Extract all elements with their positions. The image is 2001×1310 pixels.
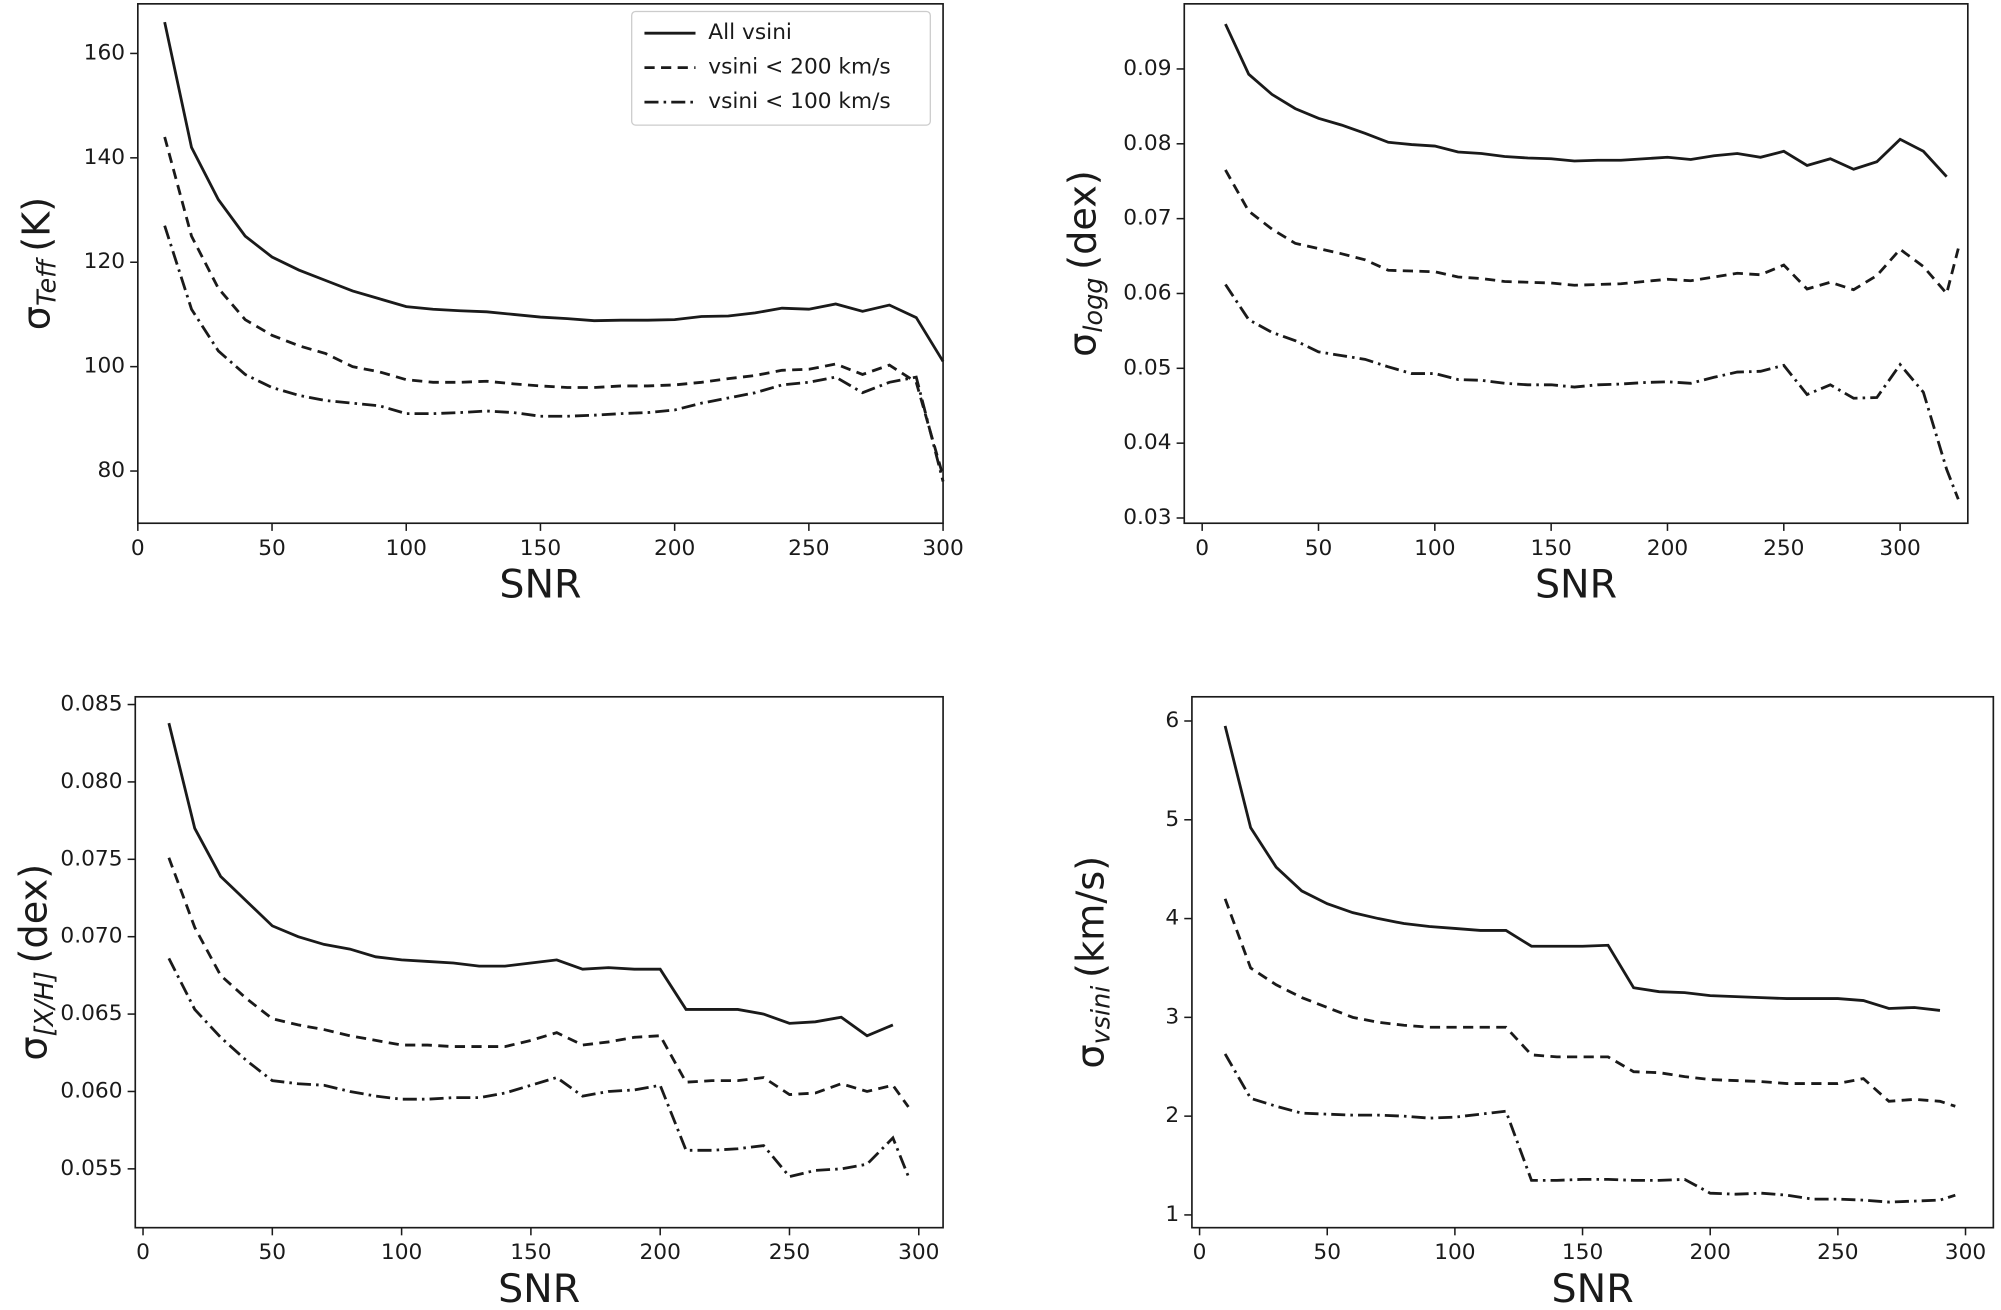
y-tick-label: 120 bbox=[84, 249, 125, 274]
series-line bbox=[167, 857, 910, 1108]
y-tick-label: 4 bbox=[1165, 906, 1179, 931]
series-line bbox=[163, 225, 945, 482]
y-tick-label: 2 bbox=[1165, 1103, 1179, 1128]
y-tick-label: 0.07 bbox=[1123, 206, 1171, 231]
x-tick-label: 0 bbox=[1195, 536, 1209, 561]
series-line bbox=[1224, 23, 1948, 178]
y-label-subscript: logg bbox=[1079, 278, 1109, 333]
y-tick-label: 0.080 bbox=[60, 769, 122, 794]
y-axis-label: σTeff (K) bbox=[14, 197, 63, 330]
subplot: 0 50 100 150 200 250 300 0.03 0.04 0.05 0.06 0.07 0.… bbox=[1060, 3, 1969, 608]
series-line bbox=[167, 722, 894, 1038]
y-label-symbol: σ bbox=[1060, 333, 1105, 357]
x-tick-label: 300 bbox=[922, 536, 963, 561]
x-tick-label: 200 bbox=[654, 536, 695, 561]
x-axis-label: SNR bbox=[1552, 1266, 1634, 1310]
y-tick-label: 0.09 bbox=[1123, 56, 1171, 81]
legend-label: All vsini bbox=[708, 20, 792, 45]
x-tick-label: 50 bbox=[1313, 1240, 1341, 1265]
subplot: 0 50 100 150 200 250 300 0.055 0.060 0.065 0.070 0.… bbox=[11, 692, 944, 1310]
y-tick-label: 0.075 bbox=[60, 846, 122, 871]
legend-box bbox=[631, 10, 931, 126]
y-tick-label: 0.08 bbox=[1123, 131, 1171, 156]
x-tick-label: 300 bbox=[898, 1240, 939, 1265]
series-line bbox=[1223, 725, 1941, 1012]
series-line bbox=[1224, 169, 1960, 297]
y-tick-label: 140 bbox=[84, 145, 125, 170]
y-label-symbol: σ bbox=[11, 1036, 56, 1060]
x-tick-label: 150 bbox=[1562, 1240, 1603, 1265]
y-label-subscript: vsini bbox=[1087, 986, 1117, 1045]
y-label-unit: (dex) bbox=[11, 864, 56, 964]
y-tick-label: 0.055 bbox=[60, 1156, 122, 1181]
y-label-unit: (dex) bbox=[1060, 170, 1105, 270]
x-axis-label: SNR bbox=[498, 1266, 580, 1310]
y-tick-label: 6 bbox=[1165, 708, 1179, 733]
x-tick-label: 150 bbox=[510, 1240, 551, 1265]
series-line bbox=[163, 21, 945, 363]
x-tick-label: 50 bbox=[259, 1240, 287, 1265]
y-label-symbol: σ bbox=[14, 306, 59, 330]
x-axis-label: SNR bbox=[1535, 562, 1617, 608]
series-line bbox=[1224, 283, 1960, 500]
plot-frame bbox=[1183, 3, 1969, 525]
x-tick-label: 300 bbox=[1945, 1240, 1986, 1265]
y-tick-label: 160 bbox=[84, 40, 125, 65]
legend-label: vsini < 100 km/s bbox=[708, 89, 890, 114]
y-label-subscript: Teff bbox=[32, 257, 62, 306]
x-tick-label: 50 bbox=[1305, 536, 1333, 561]
series-line bbox=[163, 136, 945, 477]
x-axis-label: SNR bbox=[499, 562, 581, 608]
y-tick-label: 0.04 bbox=[1123, 430, 1171, 455]
y-tick-label: 80 bbox=[97, 458, 125, 483]
y-tick-label: 100 bbox=[84, 354, 125, 379]
x-tick-label: 100 bbox=[1434, 1240, 1475, 1265]
y-axis-label: σ[X/H] (dex) bbox=[11, 864, 60, 1061]
x-tick-label: 250 bbox=[1817, 1240, 1858, 1265]
x-tick-label: 300 bbox=[1879, 536, 1920, 561]
x-tick-label: 0 bbox=[1193, 1240, 1207, 1265]
x-tick-label: 50 bbox=[258, 536, 286, 561]
y-label-unit: (km/s) bbox=[1068, 856, 1113, 978]
x-tick-label: 250 bbox=[1763, 536, 1804, 561]
y-tick-label: 0.05 bbox=[1123, 355, 1171, 380]
y-label-unit: (K) bbox=[14, 197, 59, 252]
x-tick-label: 100 bbox=[1414, 536, 1455, 561]
x-tick-label: 0 bbox=[131, 536, 145, 561]
y-tick-label: 0.03 bbox=[1123, 505, 1171, 530]
legend-label: vsini < 200 km/s bbox=[708, 55, 890, 80]
x-tick-label: 200 bbox=[1690, 1240, 1731, 1265]
x-tick-label: 100 bbox=[381, 1240, 422, 1265]
y-tick-label: 1 bbox=[1165, 1202, 1179, 1227]
x-tick-label: 250 bbox=[769, 1240, 810, 1265]
y-tick-label: 3 bbox=[1165, 1004, 1179, 1029]
y-tick-label: 0.085 bbox=[60, 692, 122, 717]
y-axis-label: σvsini (km/s) bbox=[1068, 856, 1117, 1069]
x-tick-label: 150 bbox=[520, 536, 561, 561]
y-tick-label: 0.070 bbox=[60, 924, 122, 949]
subplot: 0 50 100 150 200 250 300 80 100 120 140 160 SNR σTeff… bbox=[14, 3, 964, 608]
series-line bbox=[1223, 898, 1956, 1108]
x-tick-label: 200 bbox=[639, 1240, 680, 1265]
y-label-symbol: σ bbox=[1068, 1044, 1113, 1068]
y-tick-label: 0.06 bbox=[1123, 280, 1171, 305]
x-tick-label: 250 bbox=[788, 536, 829, 561]
plot-frame bbox=[1191, 695, 1995, 1229]
x-tick-label: 100 bbox=[386, 536, 427, 561]
series-line bbox=[167, 957, 910, 1179]
x-tick-label: 150 bbox=[1530, 536, 1571, 561]
series-line bbox=[1223, 1053, 1956, 1204]
plot-frame bbox=[134, 695, 944, 1229]
y-tick-label: 5 bbox=[1165, 807, 1179, 832]
y-axis-label: σlogg (dex) bbox=[1060, 170, 1109, 357]
y-tick-label: 0.060 bbox=[60, 1078, 122, 1103]
y-tick-label: 0.065 bbox=[60, 1001, 122, 1026]
x-tick-label: 200 bbox=[1647, 536, 1688, 561]
y-label-subscript: [X/H] bbox=[30, 971, 60, 1036]
subplot: 0 50 100 150 200 250 300 1 2 3 4 5 6 SNR σvsini (km/s) bbox=[1068, 695, 1995, 1310]
x-tick-label: 0 bbox=[136, 1240, 150, 1265]
